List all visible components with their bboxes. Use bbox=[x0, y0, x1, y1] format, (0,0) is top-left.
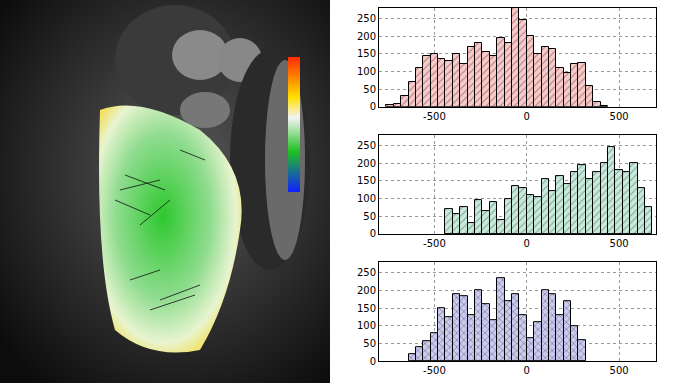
svg-text:150: 150 bbox=[357, 48, 376, 59]
svg-text:50: 50 bbox=[363, 338, 376, 349]
svg-text:0: 0 bbox=[370, 228, 376, 239]
svg-text:50: 50 bbox=[363, 211, 376, 222]
svg-text:-500: -500 bbox=[423, 238, 446, 249]
svg-text:0: 0 bbox=[524, 238, 530, 249]
svg-text:100: 100 bbox=[357, 320, 376, 331]
svg-text:150: 150 bbox=[357, 175, 376, 186]
svg-text:0: 0 bbox=[524, 111, 530, 122]
svg-text:0: 0 bbox=[370, 356, 376, 367]
svg-text:0: 0 bbox=[524, 365, 530, 376]
svg-text:250: 250 bbox=[357, 13, 376, 24]
svg-text:-500: -500 bbox=[423, 111, 446, 122]
svg-text:150: 150 bbox=[357, 303, 376, 314]
svg-text:50: 50 bbox=[363, 84, 376, 95]
svg-text:100: 100 bbox=[357, 66, 376, 77]
svg-text:200: 200 bbox=[357, 285, 376, 296]
svg-text:-500: -500 bbox=[423, 365, 446, 376]
svg-text:250: 250 bbox=[357, 267, 376, 278]
svg-text:200: 200 bbox=[357, 31, 376, 42]
svg-text:500: 500 bbox=[610, 365, 629, 376]
svg-text:500: 500 bbox=[610, 238, 629, 249]
svg-text:100: 100 bbox=[357, 193, 376, 204]
svg-text:500: 500 bbox=[610, 111, 629, 122]
svg-text:200: 200 bbox=[357, 158, 376, 169]
svg-text:0: 0 bbox=[370, 101, 376, 112]
svg-text:250: 250 bbox=[357, 140, 376, 151]
